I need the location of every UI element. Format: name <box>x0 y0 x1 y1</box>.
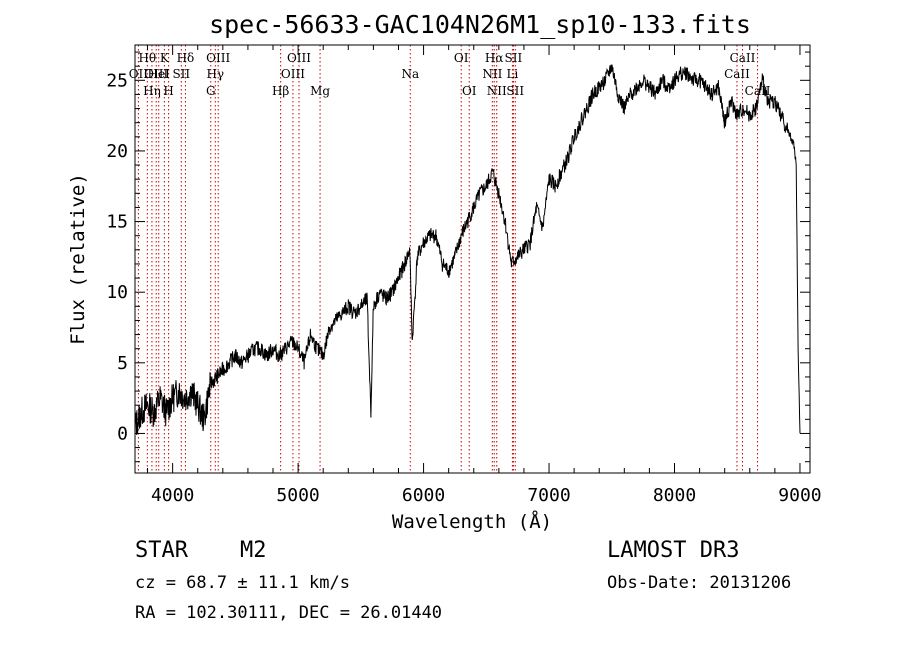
spectral-line-label: CaII <box>730 51 756 65</box>
x-tick-label: 9000 <box>778 485 821 506</box>
spectral-line-label: SII <box>172 67 190 81</box>
spectral-line-label: SII <box>505 51 523 65</box>
x-tick-label: 8000 <box>653 485 696 506</box>
spectral-line-label: Hβ <box>272 84 289 98</box>
spectral-line-label: OIII <box>287 51 311 65</box>
spectral-line-label: H <box>163 84 173 98</box>
spectral-line-label: Li <box>506 67 518 81</box>
spectral-line-label: Hθ <box>138 51 156 65</box>
y-tick-label: 5 <box>117 353 128 374</box>
spectrum-line <box>134 64 801 435</box>
spectral-line-label: Hδ <box>177 51 195 65</box>
spectral-line-label: Hγ <box>206 67 224 81</box>
spectral-line-label: Mg <box>310 84 330 98</box>
spectral-line-label: G <box>206 84 216 98</box>
y-tick-label: 0 <box>117 423 128 444</box>
spectral-line-label: SII <box>506 84 524 98</box>
observation-date: Obs-Date: 20131206 <box>607 573 792 593</box>
spectral-line-label: NII <box>487 84 507 98</box>
x-tick-label: 7000 <box>527 485 570 506</box>
survey-name: LAMOST DR3 <box>607 538 740 563</box>
spectral-line-labels: OIIHθHηOIIIHeIKHSIIHδGHγOIIIHβOIIIOIIIMg… <box>129 51 771 98</box>
spectral-line-label: HeI <box>148 67 171 81</box>
spectral-line-label: NII <box>482 67 502 81</box>
x-tick-label: 5000 <box>276 485 319 506</box>
spectral-lines <box>137 45 759 473</box>
spectral-line-label: K <box>160 51 170 65</box>
chart-title: spec-56633-GAC104N26M1_sp10-133.fits <box>209 10 751 39</box>
y-tick-label: 25 <box>106 70 128 91</box>
spectral-line-label: OIII <box>144 67 168 81</box>
spectral-line-label: Na <box>401 67 419 81</box>
spectral-line-label: OI <box>462 84 477 98</box>
y-tick-label: 15 <box>106 212 128 233</box>
x-axis-title: Wavelength (Å) <box>392 510 552 533</box>
object-class: STAR <box>135 538 188 563</box>
y-tick-label: 10 <box>106 282 128 303</box>
spectral-line-label: CaII <box>724 67 750 81</box>
spectral-line-label: Hη <box>143 84 161 98</box>
y-tick-label: 20 <box>106 141 128 162</box>
coordinates: RA = 102.30111, DEC = 26.01440 <box>135 603 443 623</box>
spectral-line-label: OIII <box>206 51 230 65</box>
spectral-line-label: Hα <box>485 51 504 65</box>
plot-frame <box>134 44 811 474</box>
spectral-line-label: OI <box>454 51 469 65</box>
y-axis-title: Flux (relative) <box>67 173 89 345</box>
spectral-line-label: OII <box>129 67 149 81</box>
x-axis: 4000 5000 6000 7000 8000 9000 <box>147 45 822 506</box>
x-tick-label: 6000 <box>402 485 445 506</box>
redshift-value: cz = 68.7 ± 11.1 km/s <box>135 573 350 593</box>
spectral-line-label: OIII <box>281 67 305 81</box>
y-axis: 0 5 10 15 20 25 <box>106 51 810 463</box>
object-subclass: M2 <box>240 538 267 563</box>
x-tick-label: 4000 <box>151 485 194 506</box>
